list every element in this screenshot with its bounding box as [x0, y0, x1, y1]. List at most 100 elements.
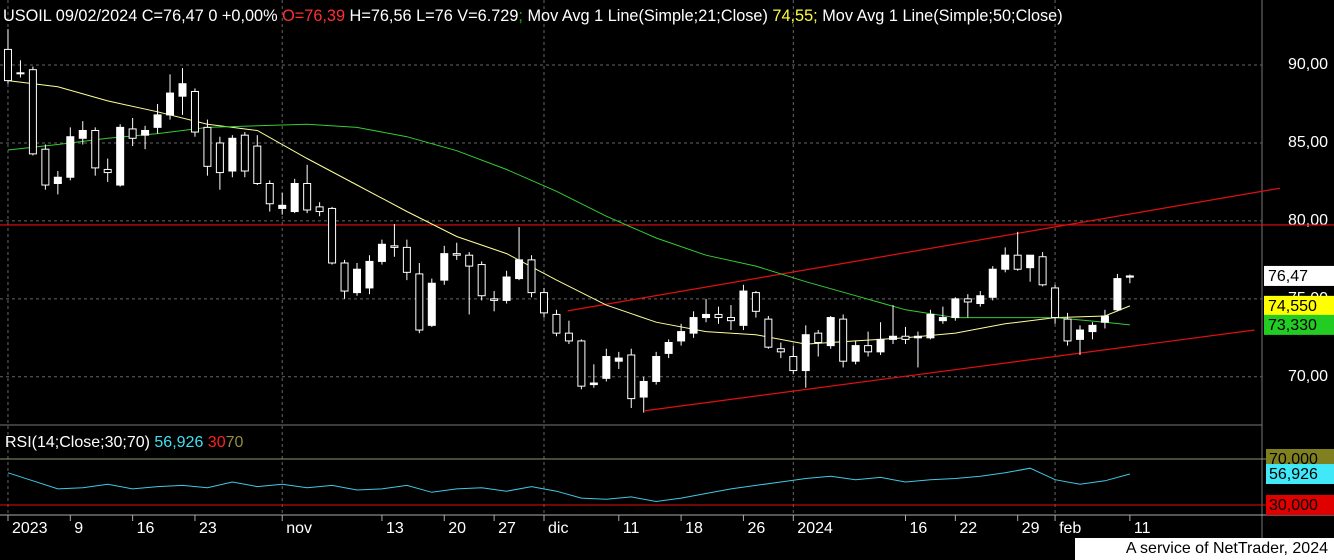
candle — [689, 311, 698, 338]
x-tick-label: feb — [1059, 520, 1081, 537]
x-tick-label: 2024 — [797, 520, 833, 537]
candle-body — [1051, 287, 1060, 319]
candle — [963, 294, 972, 318]
candle — [141, 125, 150, 150]
candle-body — [353, 268, 362, 294]
candle — [814, 330, 823, 357]
candle-body — [963, 298, 972, 303]
candle-body — [1026, 254, 1035, 269]
candle-body — [365, 260, 374, 289]
candle-body — [876, 338, 885, 353]
x-tick-label: 20 — [448, 520, 466, 537]
candle — [864, 331, 873, 357]
candle-body — [677, 331, 686, 342]
candle — [415, 262, 424, 334]
candle-body — [901, 335, 910, 340]
candle — [702, 298, 711, 323]
x-tick-label: 11 — [623, 520, 640, 537]
candle-body — [390, 245, 399, 248]
candle — [440, 245, 449, 285]
candle — [28, 66, 37, 156]
candle-body — [726, 317, 735, 322]
x-tick-label: dic — [548, 520, 568, 537]
x-tick-label: 9 — [74, 520, 83, 537]
candle-body — [178, 83, 187, 97]
x-tick-label: 18 — [685, 520, 703, 537]
header-part: USOIL 09/02/2024 C=76,47 0 +0,00% — [3, 7, 282, 25]
candle-body — [1063, 318, 1072, 342]
candle — [639, 376, 648, 413]
candle-body — [53, 176, 62, 184]
candle-body — [1125, 275, 1134, 278]
candle — [53, 171, 62, 195]
header-part: Mov Avg 1 Line(Simple;50;Close) — [818, 7, 1063, 25]
candle-body — [415, 273, 424, 331]
candle — [926, 309, 935, 340]
candle — [564, 320, 573, 345]
candle — [664, 339, 673, 359]
candle — [290, 178, 299, 214]
x-tick-label: 29 — [1022, 520, 1040, 537]
candle-body — [502, 276, 511, 301]
candle-body — [290, 182, 299, 213]
candle — [315, 202, 324, 217]
candle — [776, 342, 785, 359]
candle — [901, 326, 910, 345]
x-tick-label: 22 — [959, 520, 977, 537]
moving-average-line — [7, 123, 1130, 326]
candle — [490, 291, 499, 312]
candle — [41, 144, 50, 190]
candle — [1051, 284, 1060, 324]
candle-body — [3, 48, 12, 82]
candle-body — [664, 341, 673, 354]
candle-body — [702, 313, 711, 319]
candle-body — [203, 126, 212, 167]
candle-body — [652, 356, 661, 382]
footer: A service of NetTrader, 2024 — [1126, 540, 1328, 557]
candle-body — [490, 298, 499, 301]
candle — [78, 121, 87, 145]
candle-body — [28, 69, 37, 155]
candle — [876, 322, 885, 355]
candle — [365, 255, 374, 295]
candle — [103, 158, 112, 182]
candle — [577, 339, 586, 390]
candle — [1100, 309, 1109, 329]
candle-body — [751, 292, 760, 312]
candle-body — [452, 253, 461, 256]
candle-body — [66, 136, 75, 178]
price-label: 73,330 — [1268, 317, 1317, 334]
candle — [66, 127, 75, 181]
candle-body — [789, 356, 798, 372]
candle — [427, 278, 436, 327]
candle — [515, 227, 524, 281]
header-part: Mov Avg 1 Line(Simple;21;Close) — [523, 7, 772, 25]
candle — [477, 261, 486, 301]
rsi-label: 56,926 — [1269, 466, 1318, 483]
candle — [502, 270, 511, 304]
candle-body — [851, 345, 860, 362]
header-part: 74,55 — [772, 7, 813, 25]
candle — [16, 60, 25, 78]
candle — [1026, 254, 1035, 282]
candle — [527, 255, 536, 298]
candle-body — [427, 282, 436, 326]
candle — [353, 262, 362, 296]
candle — [328, 206, 337, 265]
candle — [589, 364, 598, 388]
candle — [988, 266, 997, 301]
candle — [652, 351, 661, 385]
candle-body — [166, 92, 175, 116]
candle — [913, 331, 922, 368]
candle-body — [128, 128, 137, 139]
candle — [128, 118, 137, 147]
candle — [265, 180, 274, 212]
price-label: 74,550 — [1268, 298, 1317, 315]
candle-body — [377, 243, 386, 262]
footer-strip — [1075, 538, 1334, 560]
y-tick-label: 85,00 — [1288, 134, 1328, 151]
trend-line — [567, 187, 1281, 312]
candle-body — [141, 129, 150, 136]
candle — [253, 135, 262, 186]
candle-body — [278, 204, 287, 209]
